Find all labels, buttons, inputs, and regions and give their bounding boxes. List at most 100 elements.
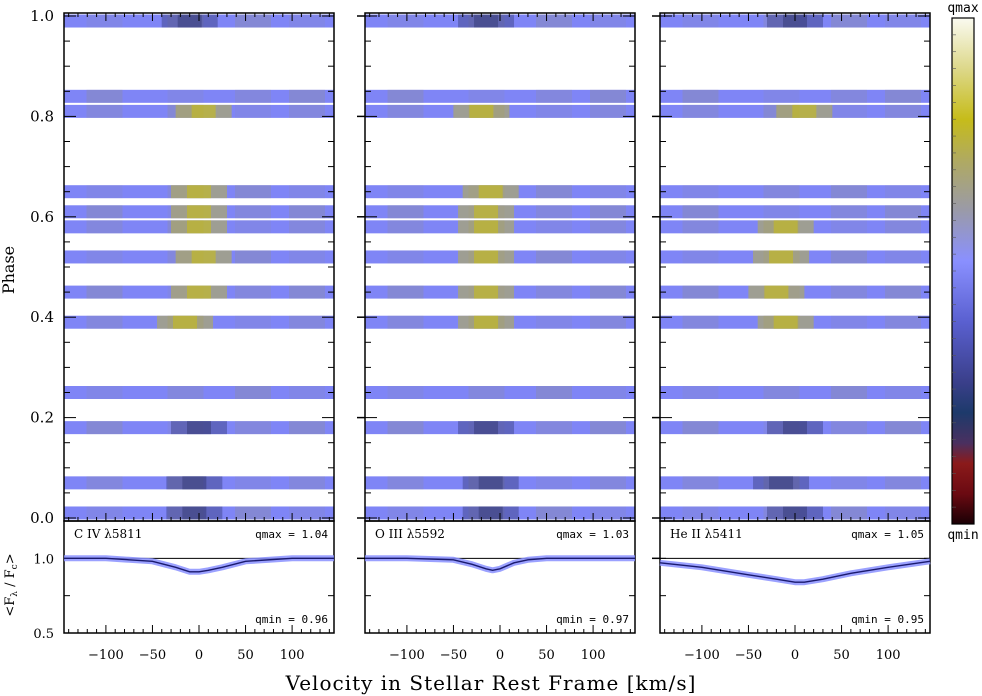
band-noise xyxy=(289,476,325,490)
band-feature-core xyxy=(478,506,503,520)
band-base xyxy=(64,89,334,103)
band-noise xyxy=(682,250,719,264)
band-noise xyxy=(387,285,424,299)
band-noise xyxy=(387,220,424,234)
band-noise xyxy=(387,205,424,219)
band-noise xyxy=(289,89,325,103)
band-base xyxy=(660,185,930,199)
band-base xyxy=(365,250,635,264)
band-noise xyxy=(885,506,921,520)
phase-band xyxy=(64,476,334,490)
band-noise xyxy=(536,250,572,264)
band-noise xyxy=(831,220,867,234)
band-base xyxy=(365,104,635,118)
phase-band xyxy=(365,506,635,520)
band-noise xyxy=(536,421,572,435)
band-noise xyxy=(831,315,867,329)
band-noise xyxy=(763,205,800,219)
x-tick-label: 0 xyxy=(791,648,799,663)
phase-band xyxy=(660,421,930,435)
x-tick-label: 0 xyxy=(195,648,203,663)
panel-1: −100 −50 0 50 100 0.0 0.2 0.4 0.6 0.8 1.0 0.5 1.0 C I… xyxy=(30,7,335,663)
band-noise xyxy=(235,104,271,118)
band-base xyxy=(365,386,635,399)
band-noise xyxy=(235,476,271,490)
band-noise xyxy=(235,185,271,199)
phase-band xyxy=(660,205,930,219)
band-noise xyxy=(235,250,271,264)
phase-band xyxy=(365,205,635,219)
panels-group: −100 −50 0 50 100 0.0 0.2 0.4 0.6 0.8 1.0 0.5 1.0 C I… xyxy=(30,7,931,663)
x-tick-label: −100 xyxy=(389,648,425,663)
y-tick-label: 0.6 xyxy=(30,208,54,226)
phase-band xyxy=(64,315,334,329)
band-feature-core xyxy=(783,14,807,28)
band-noise xyxy=(831,285,867,299)
line-id-label: O III λ5592 xyxy=(375,527,445,541)
mean-profile-line xyxy=(64,557,334,573)
band-noise xyxy=(885,185,921,199)
phase-band xyxy=(365,104,635,118)
heatmap-frame xyxy=(63,12,335,522)
band-noise xyxy=(590,421,626,435)
phase-band xyxy=(365,421,635,435)
band-feature-core xyxy=(469,104,494,118)
x-tick-label: 100 xyxy=(280,648,305,663)
band-noise xyxy=(86,315,123,329)
band-noise xyxy=(682,285,719,299)
x-tick-label: −50 xyxy=(139,648,166,663)
phase-band xyxy=(365,220,635,234)
phase-band xyxy=(64,185,334,199)
band-noise xyxy=(86,386,123,399)
band-noise xyxy=(682,315,719,329)
band-feature-core xyxy=(474,14,499,28)
profile-y-tick-label: 0.5 xyxy=(33,627,54,642)
band-noise xyxy=(86,89,123,103)
band-noise xyxy=(885,476,921,490)
band-base xyxy=(660,476,930,490)
band-noise xyxy=(536,506,572,520)
band-base xyxy=(660,205,930,219)
x-tick-label: 100 xyxy=(876,648,901,663)
phase-band xyxy=(660,104,930,118)
x-tick-label: −100 xyxy=(88,648,124,663)
band-feature-core xyxy=(474,220,499,234)
heatmap-frame xyxy=(659,12,931,522)
phase-band xyxy=(365,14,635,28)
band-noise xyxy=(86,421,123,435)
band-noise xyxy=(387,421,424,435)
band-noise xyxy=(289,315,325,329)
band-base xyxy=(64,315,334,329)
band-feature-core xyxy=(187,220,211,234)
phase-band xyxy=(64,220,334,234)
band-noise xyxy=(885,104,921,118)
band-noise xyxy=(289,386,325,399)
band-noise xyxy=(831,104,867,118)
x-tick-label: −100 xyxy=(684,648,720,663)
band-feature-core xyxy=(764,285,789,299)
band-noise xyxy=(387,476,424,490)
phase-band xyxy=(365,285,635,299)
line-id-label: He II λ5411 xyxy=(670,527,743,541)
band-noise xyxy=(590,220,626,234)
band-noise xyxy=(387,104,424,118)
band-noise xyxy=(590,205,626,219)
band-noise xyxy=(682,476,719,490)
band-base xyxy=(64,386,334,399)
band-noise xyxy=(590,104,626,118)
band-noise xyxy=(763,185,800,199)
band-noise xyxy=(763,104,800,118)
band-noise xyxy=(289,185,325,199)
band-noise xyxy=(536,205,572,219)
band-noise xyxy=(86,104,123,118)
y-tick-label: 0.2 xyxy=(30,409,54,427)
band-base xyxy=(365,220,635,234)
y-tick-label: 0.0 xyxy=(30,509,54,527)
qmin-label: qmin = 0.95 xyxy=(851,613,924,626)
y-tick-label: 1.0 xyxy=(30,7,54,25)
band-noise xyxy=(86,220,123,234)
band-noise xyxy=(86,185,123,199)
phase-band xyxy=(660,185,930,199)
band-noise xyxy=(536,285,572,299)
phase-band xyxy=(64,250,334,264)
